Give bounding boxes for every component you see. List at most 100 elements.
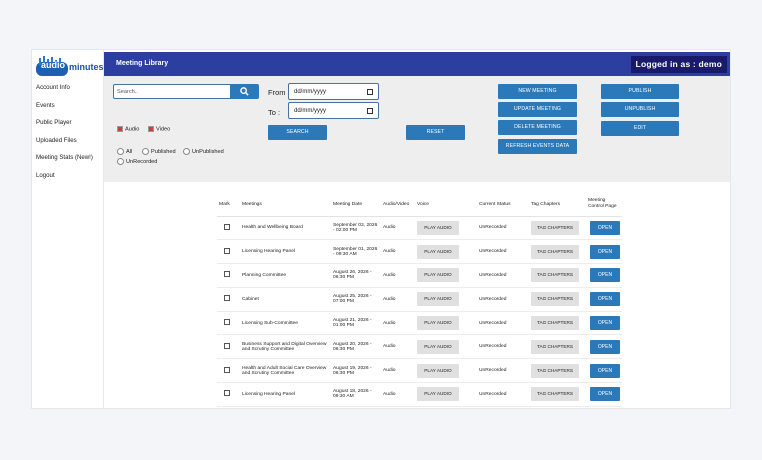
logged-in-badge: Logged in as : demo (630, 56, 727, 73)
tag-chapters-button[interactable]: TAG CHAPTERS (531, 316, 579, 331)
from-date-input[interactable]: dd/mm/yyyy (288, 83, 379, 100)
meeting-date: August 26, 2026 - 06:30 PM (331, 263, 381, 288)
row-mark-checkbox[interactable] (224, 319, 230, 326)
to-date-input[interactable]: dd/mm/yyyy (288, 102, 379, 119)
row-mark-checkbox[interactable] (224, 342, 230, 349)
open-button[interactable]: OPEN (590, 268, 620, 283)
sidebar-item-meeting-stats[interactable]: Meeting Stats (New!) (36, 154, 93, 162)
radio-unpublished[interactable]: UnPublished (183, 148, 224, 155)
radio-published[interactable]: Published (142, 148, 176, 155)
search-input[interactable]: Search.. (113, 84, 230, 99)
radio-published-circle[interactable] (142, 148, 149, 155)
media-type: Audio (381, 216, 415, 241)
radio-all-circle[interactable] (117, 148, 124, 155)
search-icon-button[interactable] (230, 84, 259, 99)
play-audio-button[interactable]: PLAY AUDIO (417, 339, 459, 354)
tag-chapters-button[interactable]: TAG CHAPTERS (531, 387, 579, 402)
radio-all[interactable]: All (117, 148, 132, 155)
audio-checkbox-box[interactable] (117, 126, 123, 132)
sidebar-item-account-info[interactable]: Account Info (36, 84, 70, 91)
sidebar-item-public-player[interactable]: Public Player (36, 119, 72, 127)
play-audio-button[interactable]: PLAY AUDIO (417, 387, 459, 402)
col-meeting-date: Meeting Date (331, 193, 381, 217)
row-mark-checkbox[interactable] (224, 390, 230, 397)
mark-cell (217, 311, 240, 336)
meeting-name: Planning Committee (240, 263, 331, 288)
logo-text-minutes: minutes (69, 62, 104, 72)
current-status: UnRecorded (477, 382, 529, 407)
voice-cell: PLAY AUDIO (415, 382, 477, 407)
tag-chapters-button[interactable]: TAG CHAPTERS (531, 292, 579, 307)
open-button[interactable]: OPEN (590, 244, 620, 259)
sidebar: audio minutes Account Info Events Public… (32, 50, 104, 408)
tag-chapters-button[interactable]: TAG CHAPTERS (531, 339, 579, 354)
publish-button[interactable]: PUBLISH (601, 84, 679, 99)
tag-chapters-button[interactable]: TAG CHAPTERS (531, 363, 579, 378)
play-audio-button[interactable]: PLAY AUDIO (417, 316, 459, 331)
open-button[interactable]: OPEN (590, 387, 620, 402)
play-audio-button[interactable]: PLAY AUDIO (417, 292, 459, 307)
play-audio-button[interactable]: PLAY AUDIO (417, 244, 459, 259)
meeting-date: September 03, 2026 - 02:00 PM (331, 216, 381, 241)
row-mark-checkbox[interactable] (224, 247, 230, 254)
calendar-icon[interactable] (367, 89, 373, 95)
current-status: UnRecorded (477, 311, 529, 336)
unpublish-button[interactable]: UNPUBLISH (601, 102, 679, 117)
tag-chapters-button[interactable]: TAG CHAPTERS (531, 244, 579, 259)
table-row: Licensing Sub-Committee August 21, 2026 -… (217, 311, 622, 336)
voice-cell: PLAY AUDIO (415, 358, 477, 384)
meeting-date: August 21, 2026 - 01:00 PM (331, 311, 381, 336)
current-status: UnRecorded (477, 216, 529, 241)
to-label: To : (268, 108, 281, 117)
col-control-page: Meeting Control Page (586, 193, 622, 217)
open-cell: OPEN (586, 287, 622, 312)
table-row: Licensing Hearing Panel August 18, 2026 -… (217, 382, 622, 407)
open-cell: OPEN (586, 334, 622, 360)
meeting-name: Health and Adult Social Care Overview an… (240, 358, 331, 384)
audio-minutes-logo[interactable]: audio minutes (36, 56, 104, 78)
radio-unrecorded-label: UnRecorded (126, 158, 158, 165)
tag-cell: TAG CHAPTERS (529, 239, 586, 265)
video-filter-checkbox[interactable]: Video (148, 126, 170, 132)
calendar-icon[interactable] (367, 108, 373, 114)
filter-panel: Search.. Audio Video All Published UnPub… (104, 76, 730, 182)
radio-unrecorded[interactable]: UnRecorded (117, 158, 157, 165)
mark-cell (217, 358, 240, 384)
sidebar-item-logout[interactable]: Logout (36, 171, 55, 179)
open-button[interactable]: OPEN (590, 363, 620, 378)
col-current-status: Current Status (477, 193, 529, 217)
radio-unpublished-circle[interactable] (183, 148, 190, 155)
edit-button[interactable]: EDIT (601, 121, 679, 136)
row-mark-checkbox[interactable] (224, 366, 230, 373)
sidebar-item-events[interactable]: Events (36, 101, 55, 109)
search-button[interactable]: SEARCH (268, 125, 327, 140)
refresh-events-button[interactable]: REFRESH EVENTS DATA (498, 139, 577, 154)
open-button[interactable]: OPEN (590, 292, 620, 307)
open-button[interactable]: OPEN (590, 220, 620, 235)
play-audio-button[interactable]: PLAY AUDIO (417, 220, 459, 235)
tag-chapters-button[interactable]: TAG CHAPTERS (531, 268, 579, 283)
play-audio-button[interactable]: PLAY AUDIO (417, 363, 459, 378)
sidebar-item-uploaded-files[interactable]: Uploaded Files (36, 136, 77, 144)
row-mark-checkbox[interactable] (224, 295, 230, 302)
meeting-name: Licensing Hearing Panel (240, 382, 331, 407)
update-meeting-button[interactable]: UPDATE MEETING (498, 102, 577, 117)
play-audio-button[interactable]: PLAY AUDIO (417, 268, 459, 283)
open-cell: OPEN (586, 382, 622, 407)
table-row: Business Support and Digital Overview an… (217, 334, 622, 360)
radio-unrecorded-circle[interactable] (117, 158, 124, 165)
video-checkbox-box[interactable] (148, 126, 154, 132)
delete-meeting-button[interactable]: DELETE MEETING (498, 120, 577, 135)
open-button[interactable]: OPEN (590, 316, 620, 331)
tag-chapters-button[interactable]: TAG CHAPTERS (531, 220, 579, 235)
open-button[interactable]: OPEN (590, 339, 620, 354)
current-status: UnRecorded (477, 263, 529, 288)
audio-filter-checkbox[interactable]: Audio (117, 126, 139, 132)
table-row: Health and Adult Social Care Overview an… (217, 358, 622, 384)
row-mark-checkbox[interactable] (224, 223, 230, 230)
table-row: Cabinet August 25, 2026 - 07:00 PM Audio PL… (217, 287, 622, 312)
row-mark-checkbox[interactable] (224, 271, 230, 278)
reset-button[interactable]: RESET (406, 125, 465, 140)
current-status: UnRecorded (477, 239, 529, 265)
new-meeting-button[interactable]: NEW MEETING (498, 84, 577, 99)
